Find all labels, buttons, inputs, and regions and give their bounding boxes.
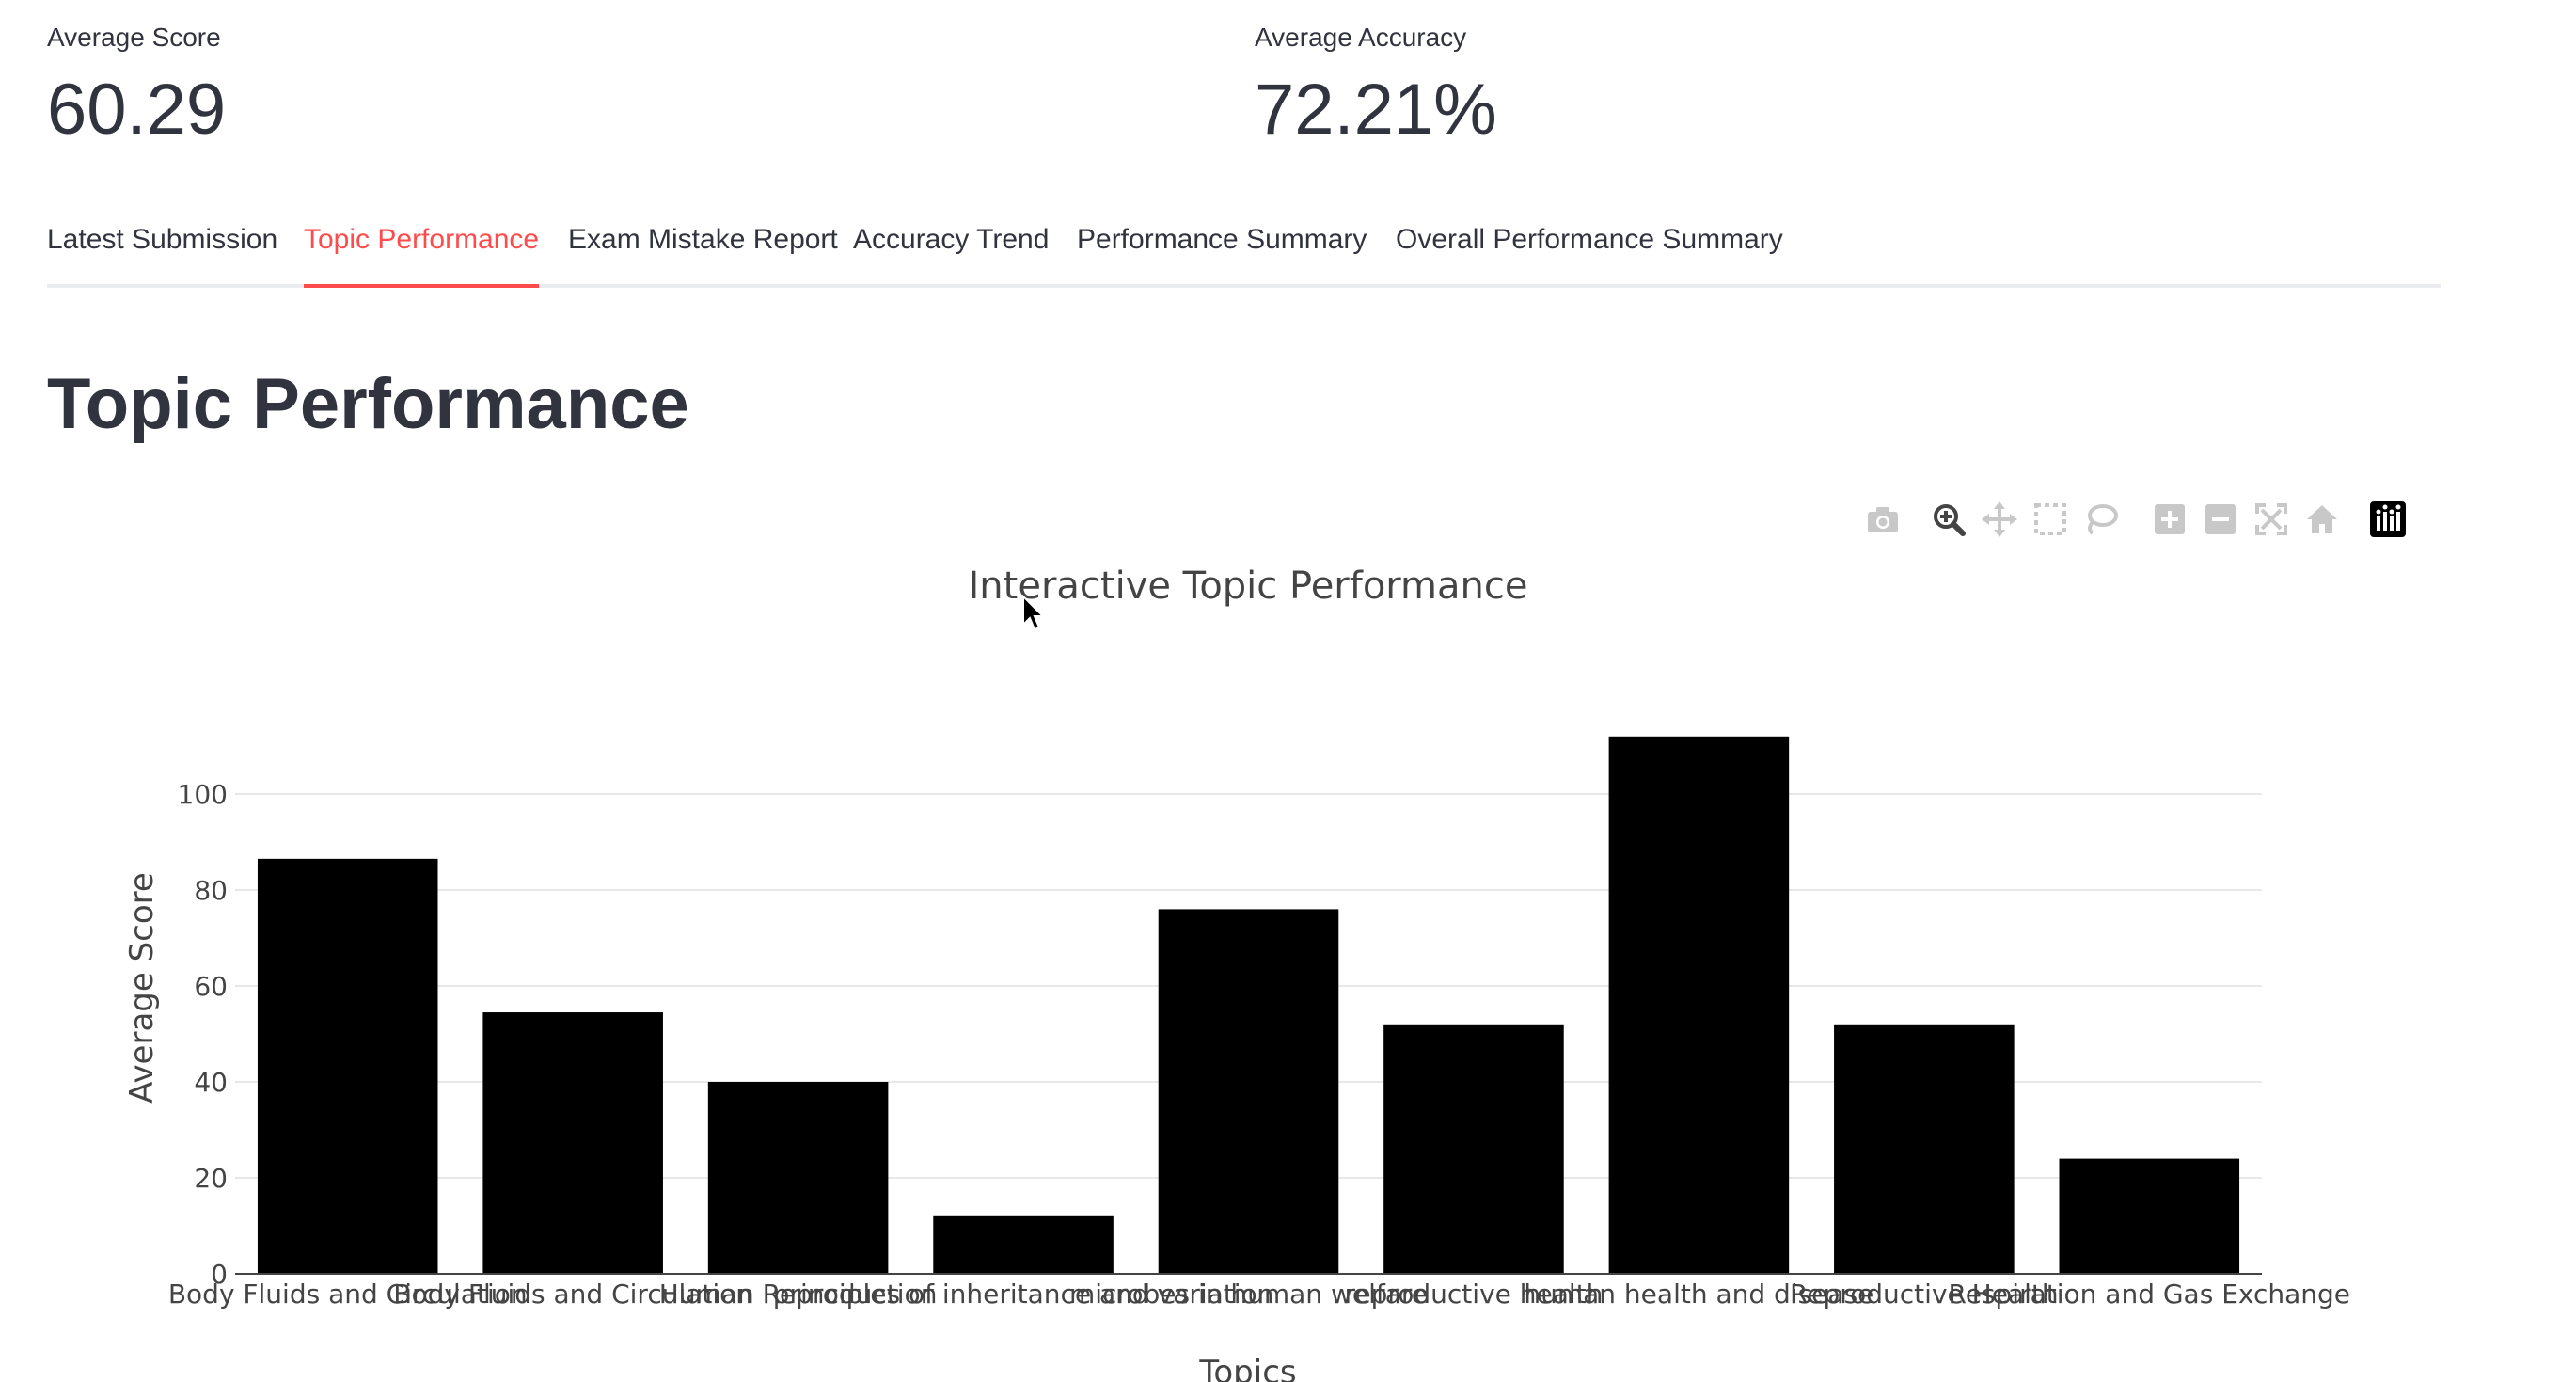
- x-tick-label: microbes in human welfare: [1069, 1279, 1428, 1310]
- bar-6[interactable]: [1608, 736, 1790, 1274]
- zoom-icon[interactable]: [1928, 499, 1969, 540]
- x-tick-label: principles of inheritance and variation: [773, 1279, 1274, 1310]
- autoscale-icon[interactable]: [2251, 499, 2292, 540]
- y-tick-label: 100: [178, 779, 228, 810]
- y-tick-label: 40: [194, 1067, 228, 1098]
- average-accuracy-value: 72.21%: [1255, 70, 1497, 150]
- chart-axes: 0 20 40 60 80 100 Body Fluids and CirculationB…: [168, 779, 2350, 1310]
- bar-0[interactable]: [257, 858, 438, 1274]
- box-select-icon[interactable]: [2030, 499, 2071, 540]
- plotly-logo-icon[interactable]: [2367, 499, 2409, 540]
- x-axis-title: Topics: [1198, 1354, 1296, 1382]
- lasso-select-icon[interactable]: [2080, 499, 2122, 540]
- zoom-in-icon[interactable]: [2149, 499, 2190, 540]
- tab-performance-summary[interactable]: Performance Summary: [1077, 224, 1367, 255]
- mouse-cursor-icon: [1022, 595, 1046, 631]
- bar-5[interactable]: [1383, 1024, 1564, 1274]
- average-accuracy-metric: Average Accuracy 72.21%: [1255, 21, 1497, 152]
- x-tick-label: Body Fluids and Circulation: [168, 1279, 528, 1310]
- topic-performance-chart[interactable]: Interactive Topic Performance 0 20 40 60 80 1…: [0, 546, 2445, 1382]
- tab-topic-performance[interactable]: Topic Performance: [304, 216, 540, 288]
- average-accuracy-label: Average Accuracy: [1255, 23, 1467, 52]
- x-tick-label: Body Fluids and Circulation: [393, 1279, 752, 1310]
- chart-bars[interactable]: [257, 736, 2240, 1274]
- bar-4[interactable]: [1158, 909, 1339, 1274]
- bar-1[interactable]: [482, 1012, 663, 1274]
- bar-8[interactable]: [2059, 1158, 2240, 1274]
- y-axis-title: Average Score: [123, 872, 161, 1104]
- zoom-out-icon[interactable]: [2200, 499, 2241, 540]
- bar-7[interactable]: [1834, 1024, 2015, 1274]
- x-tick-label: human health and disease: [1524, 1279, 1873, 1310]
- reset-axes-icon[interactable]: [2301, 499, 2343, 540]
- bar-3[interactable]: [933, 1215, 1114, 1274]
- x-tick-label: Reproductive Health: [1790, 1279, 2059, 1310]
- average-score-metric: Average Score 60.29: [47, 21, 226, 152]
- tab-exam-mistake-report[interactable]: Exam Mistake Report: [568, 224, 838, 255]
- camera-icon[interactable]: [1862, 499, 1904, 540]
- x-tick-label: reproductive health: [1344, 1279, 1603, 1310]
- tab-bar: Latest Submission Topic Performance Exam…: [47, 216, 2441, 288]
- x-tick-label: Respiration and Gas Exchange: [1949, 1279, 2351, 1310]
- pan-icon[interactable]: [1979, 499, 2020, 540]
- y-tick-label: 60: [194, 971, 228, 1002]
- y-tick-label: 20: [194, 1163, 228, 1194]
- page-title: Topic Performance: [47, 364, 689, 444]
- tab-accuracy-trend[interactable]: Accuracy Trend: [853, 224, 1050, 255]
- bar-2[interactable]: [707, 1082, 889, 1274]
- y-tick-label: 80: [194, 875, 228, 906]
- tab-latest-submission[interactable]: Latest Submission: [47, 224, 278, 255]
- average-score-value: 60.29: [47, 70, 227, 150]
- chart-title: Interactive Topic Performance: [969, 564, 1528, 608]
- x-tick-label: Human Reproduction: [659, 1279, 938, 1310]
- y-tick-label: 0: [211, 1259, 228, 1290]
- average-score-label: Average Score: [47, 23, 221, 52]
- tab-overall-performance-summary[interactable]: Overall Performance Summary: [1396, 224, 1783, 255]
